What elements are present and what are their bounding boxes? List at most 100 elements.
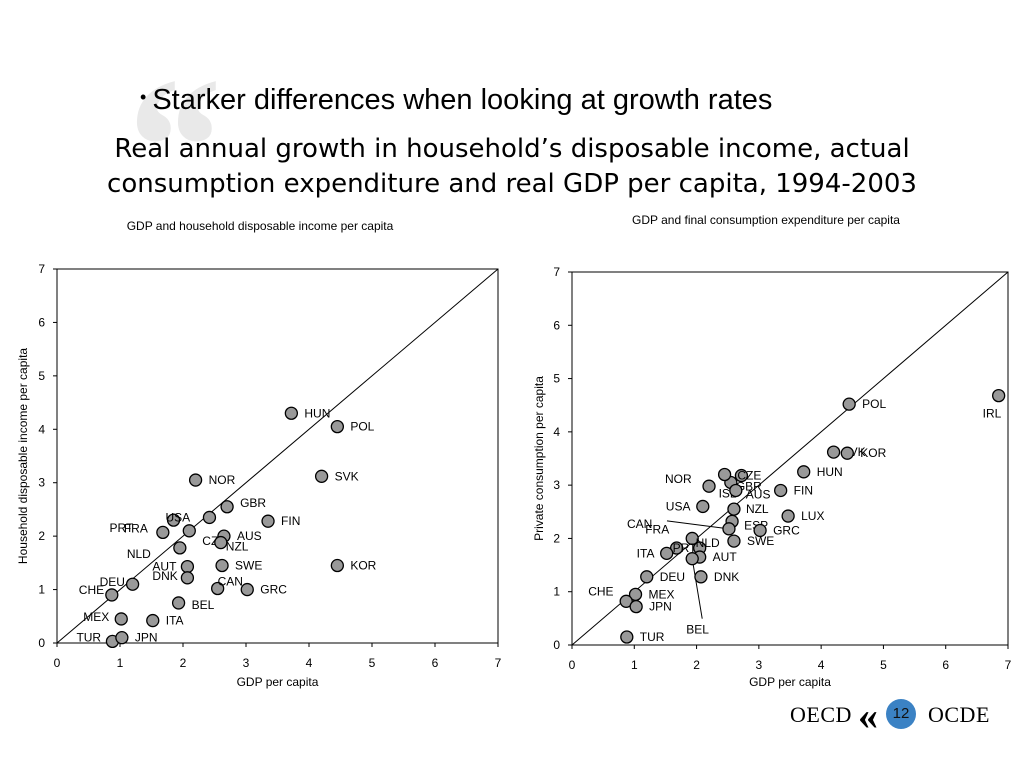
- data-point-nld: [173, 541, 187, 555]
- x-tick-label: 5: [369, 656, 376, 670]
- data-point-nor: [188, 473, 203, 487]
- point-label-nld: NLD: [696, 536, 720, 550]
- data-point-tur: [620, 630, 634, 644]
- y-tick-label: 5: [553, 372, 560, 386]
- data-point-gbr: [220, 500, 234, 514]
- point-label-pol: POL: [350, 420, 374, 434]
- slide-bullet-text: Starker differences when looking at grow…: [152, 84, 773, 116]
- y-tick-label: 1: [38, 583, 45, 597]
- plot-frame: [571, 271, 1009, 646]
- point-label-fin: FIN: [281, 514, 300, 528]
- label-leader-line: [691, 558, 703, 619]
- data-point-swe: [727, 534, 741, 548]
- point-label-nzl: NZL: [746, 502, 769, 516]
- y-tick-label: 7: [38, 262, 45, 276]
- point-label-jpn: JPN: [135, 631, 158, 645]
- slide-subtitle-line1: Real annual growth in household’s dispos…: [114, 134, 910, 164]
- y-tick-label: 5: [38, 369, 45, 383]
- slide-bullet: • Starker differences when looking at gro…: [140, 84, 772, 117]
- y-tick-label: 6: [38, 315, 45, 329]
- data-point-svk: [314, 469, 329, 483]
- data-point-aut: [180, 559, 195, 574]
- data-point-kor: [840, 446, 854, 460]
- y-tick-label: 3: [38, 476, 45, 490]
- data-point-nzl: [727, 502, 741, 516]
- data-point-can: [210, 581, 225, 596]
- point-label-deu: DEU: [660, 570, 685, 584]
- data-point-fin: [261, 514, 275, 528]
- x-tick-label: 4: [818, 658, 825, 672]
- x-tick-label: 1: [117, 656, 124, 670]
- data-point-can: [722, 522, 736, 536]
- plot-frame: [56, 268, 499, 644]
- point-label-gbr: GBR: [240, 496, 266, 510]
- slide-subtitle-line2: consumption expenditure and real GDP per…: [107, 169, 917, 199]
- y-tick-label: 7: [553, 265, 560, 279]
- data-point-usa: [696, 499, 710, 514]
- point-label-tur: TUR: [640, 630, 665, 644]
- x-axis-label: GDP per capita: [749, 675, 831, 689]
- data-point-kor: [330, 558, 345, 573]
- data-point-lux: [781, 509, 795, 523]
- point-label-grc: GRC: [260, 583, 287, 597]
- data-point-dnk: [180, 571, 195, 585]
- data-point-nor: [702, 479, 716, 493]
- oecd-logo: OECD « 12 OCDE: [790, 693, 1000, 738]
- data-point-hun: [284, 406, 299, 420]
- point-label-mex: MEX: [649, 587, 675, 601]
- right-chart-title: GDP and final consumption expenditure pe…: [632, 213, 900, 227]
- point-label-aut: AUT: [713, 550, 738, 564]
- x-tick-label: 3: [243, 656, 250, 670]
- data-point-hun: [797, 465, 811, 479]
- point-label-can: CAN: [218, 575, 243, 589]
- point-label-lux: LUX: [801, 509, 824, 523]
- data-point-pol: [330, 419, 345, 434]
- data-point-isl: [717, 467, 732, 482]
- data-point-prt: [166, 513, 181, 527]
- scatter-chart-consumption: 0 1 2 3 4 5 6 7 0 1 2 3 4 5 6 7 GDP per capita Private co…: [532, 265, 1012, 689]
- point-label-grc: GRC: [773, 523, 800, 537]
- bullet-dot-icon: •: [140, 87, 147, 107]
- point-label-mex: MEX: [83, 610, 109, 624]
- data-point-deu: [640, 570, 654, 584]
- point-label-swe: SWE: [235, 559, 262, 573]
- point-label-usa: USA: [666, 499, 691, 513]
- point-label-nzl: NZL: [226, 540, 249, 554]
- data-point-bel: [685, 552, 699, 566]
- logo-text-ocde: OCDE: [928, 702, 990, 727]
- y-tick-label: 6: [553, 318, 560, 332]
- point-label-svk: SVK: [335, 469, 359, 483]
- point-label-bel: BEL: [192, 598, 215, 612]
- data-point-che: [105, 588, 119, 602]
- data-point-usa: [202, 510, 217, 525]
- y-tick-label: 2: [553, 531, 560, 545]
- point-label-kor: KOR: [860, 446, 886, 460]
- point-label-deu: DEU: [100, 575, 125, 589]
- page-number-badge: 12: [886, 699, 916, 729]
- point-label-nor: NOR: [209, 473, 236, 487]
- x-tick-label: 1: [631, 658, 638, 672]
- x-tick-label: 0: [569, 658, 576, 672]
- x-tick-label: 3: [756, 658, 763, 672]
- x-tick-label: 7: [1005, 658, 1012, 672]
- y-tick-label: 1: [553, 585, 560, 599]
- x-tick-label: 6: [942, 658, 949, 672]
- point-label-pol: POL: [862, 397, 886, 411]
- point-label-hun: HUN: [817, 465, 843, 479]
- point-label-cze: CZE: [737, 469, 761, 483]
- x-tick-label: 0: [54, 656, 61, 670]
- slide-subtitle: Real annual growth in household’s dispos…: [0, 132, 1024, 202]
- oecd-chevron-icon: «: [858, 693, 878, 738]
- data-point-ita: [146, 613, 160, 628]
- x-tick-label: 2: [693, 658, 700, 672]
- point-label-ita: ITA: [637, 546, 655, 560]
- point-label-usa: USA: [165, 510, 190, 524]
- data-point-jpn: [629, 599, 643, 614]
- data-point-svk: [826, 445, 841, 459]
- data-point-ita: [660, 546, 674, 560]
- data-point-aus: [729, 483, 743, 498]
- data-point-fra: [685, 531, 699, 546]
- data-point-pol: [842, 397, 856, 411]
- data-point-grc: [753, 523, 767, 538]
